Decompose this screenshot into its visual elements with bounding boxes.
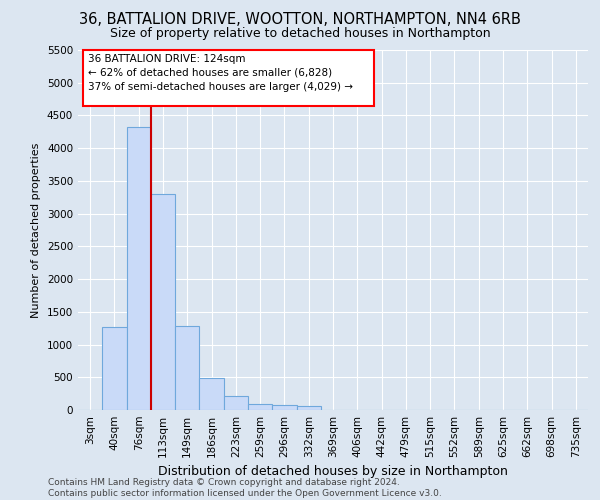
Text: Contains HM Land Registry data © Crown copyright and database right 2024.
Contai: Contains HM Land Registry data © Crown c… xyxy=(48,478,442,498)
Text: 36 BATTALION DRIVE: 124sqm
← 62% of detached houses are smaller (6,828)
37% of s: 36 BATTALION DRIVE: 124sqm ← 62% of deta… xyxy=(88,54,353,92)
Text: 36, BATTALION DRIVE, WOOTTON, NORTHAMPTON, NN4 6RB: 36, BATTALION DRIVE, WOOTTON, NORTHAMPTO… xyxy=(79,12,521,28)
X-axis label: Distribution of detached houses by size in Northampton: Distribution of detached houses by size … xyxy=(158,466,508,478)
Bar xyxy=(296,406,321,410)
Bar xyxy=(224,396,248,410)
Bar xyxy=(151,194,175,410)
Bar xyxy=(102,327,127,410)
Bar xyxy=(272,406,296,410)
Bar xyxy=(175,326,199,410)
Text: Size of property relative to detached houses in Northampton: Size of property relative to detached ho… xyxy=(110,28,490,40)
Bar xyxy=(248,404,272,410)
Bar xyxy=(199,378,224,410)
FancyBboxPatch shape xyxy=(83,50,374,106)
Bar xyxy=(127,126,151,410)
Y-axis label: Number of detached properties: Number of detached properties xyxy=(31,142,41,318)
